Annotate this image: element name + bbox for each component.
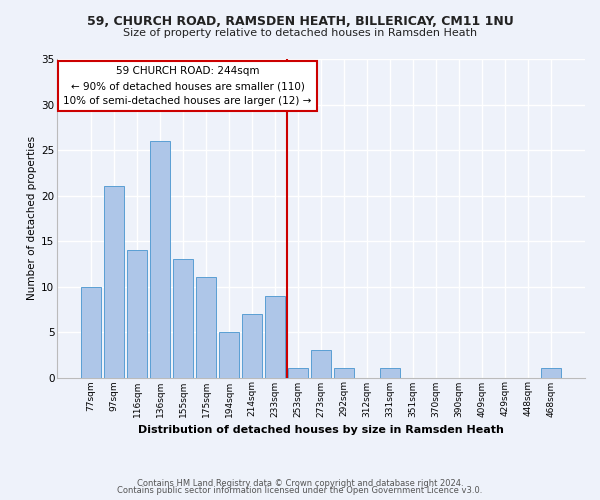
Bar [289, 368, 308, 378]
Bar [219, 332, 239, 378]
Text: Contains HM Land Registry data © Crown copyright and database right 2024.: Contains HM Land Registry data © Crown c… [137, 478, 463, 488]
Bar [127, 250, 147, 378]
Bar [541, 368, 561, 378]
Y-axis label: Number of detached properties: Number of detached properties [27, 136, 37, 300]
Bar [104, 186, 124, 378]
Text: Contains public sector information licensed under the Open Government Licence v3: Contains public sector information licen… [118, 486, 482, 495]
Bar [311, 350, 331, 378]
Bar [173, 259, 193, 378]
Bar [334, 368, 354, 378]
X-axis label: Distribution of detached houses by size in Ramsden Heath: Distribution of detached houses by size … [138, 425, 504, 435]
Bar [81, 286, 101, 378]
Text: Size of property relative to detached houses in Ramsden Heath: Size of property relative to detached ho… [123, 28, 477, 38]
Bar [150, 141, 170, 378]
Text: 59, CHURCH ROAD, RAMSDEN HEATH, BILLERICAY, CM11 1NU: 59, CHURCH ROAD, RAMSDEN HEATH, BILLERIC… [86, 15, 514, 28]
Bar [380, 368, 400, 378]
Bar [196, 278, 216, 378]
Bar [242, 314, 262, 378]
Bar [265, 296, 285, 378]
Text: 59 CHURCH ROAD: 244sqm
← 90% of detached houses are smaller (110)
10% of semi-de: 59 CHURCH ROAD: 244sqm ← 90% of detached… [64, 66, 312, 106]
